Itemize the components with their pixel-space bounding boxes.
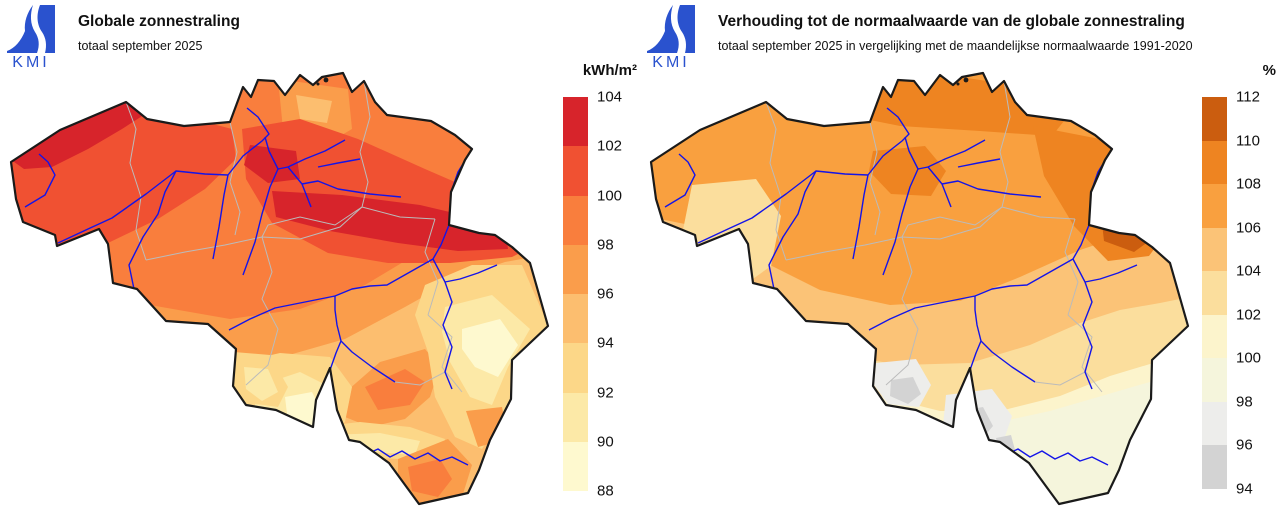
province-borders xyxy=(765,80,1103,393)
legend-tick: 102 xyxy=(1236,306,1262,324)
legend-tick-labels: 112 110 108 106 104 102 100 98 96 94 xyxy=(1236,89,1276,498)
legend-tick: 102 xyxy=(597,137,623,155)
legend-color-cell xyxy=(1202,97,1227,141)
belgium-map-ratio xyxy=(649,71,1190,506)
legend-tick: 106 xyxy=(1236,219,1262,237)
enclave-dot xyxy=(316,82,320,86)
kmi-logo-text: KMI xyxy=(652,54,690,71)
legend-tick: 96 xyxy=(1236,436,1253,454)
legend-tick: 96 xyxy=(597,285,614,303)
country-border xyxy=(9,71,550,506)
enclave-dot xyxy=(956,82,960,86)
legend-color-cell xyxy=(1202,401,1227,446)
legend-tick: 92 xyxy=(597,384,614,401)
kmi-logo-text: KMI xyxy=(12,54,50,71)
kmi-logo: KMI xyxy=(7,5,55,72)
legend-tick: 100 xyxy=(1236,349,1262,367)
legend-color-cell xyxy=(563,294,588,344)
legend-tick: 98 xyxy=(1236,393,1253,411)
kmi-logo-icon xyxy=(7,5,55,53)
contour-fill-layer xyxy=(651,73,1188,504)
legend-tick: 108 xyxy=(1236,175,1262,193)
legend-tick: 110 xyxy=(1236,132,1260,150)
province-borders xyxy=(125,80,463,393)
legend-unit-label: kWh/m² xyxy=(582,62,637,79)
enclave-dot xyxy=(963,77,969,83)
legend-color-cell xyxy=(1202,227,1227,272)
legend-tick: 104 xyxy=(597,88,623,106)
legend-tick: 94 xyxy=(1236,480,1253,498)
country-border xyxy=(649,71,1190,506)
legend-tick: 100 xyxy=(597,187,623,204)
legend-color-cell xyxy=(1202,140,1227,185)
legend-color-cell xyxy=(1202,271,1227,315)
legend-tick: 104 xyxy=(1236,262,1262,280)
legend-tick: 88 xyxy=(597,482,614,500)
legend-radiation: kWh/m² 104 102 100 98 96 94 92 90 88 xyxy=(563,62,637,500)
panel-global-radiation: KMI Globale zonnestraling totaal septemb… xyxy=(7,5,637,506)
legend-color-cell xyxy=(563,392,588,442)
legend-tick: 98 xyxy=(597,236,614,254)
page-subtitle: totaal september 2025 xyxy=(78,39,203,53)
legend-tick-labels: 104 102 100 98 96 94 92 90 88 xyxy=(597,89,637,500)
legend-color-cell xyxy=(563,195,588,245)
legend-ratio: % 112 110 108 106 104 102 100 98 96 94 xyxy=(1202,62,1276,498)
kmi-logo: KMI xyxy=(647,5,695,72)
legend-tick: 94 xyxy=(597,334,614,352)
enclave-dot xyxy=(323,77,329,83)
belgium-map-radiation xyxy=(9,71,550,506)
legend-color-cell xyxy=(1202,314,1227,359)
page-subtitle: totaal september 2025 in vergelijking me… xyxy=(718,39,1193,53)
legend-color-cell xyxy=(1202,445,1227,489)
legend-color-cell xyxy=(1202,358,1227,402)
rivers xyxy=(24,107,498,466)
legend-color-cell xyxy=(563,146,588,196)
panel-ratio-to-normal: KMI Verhouding tot de normaalwaarde van … xyxy=(640,0,1280,507)
legend-color-cell xyxy=(563,441,588,491)
legend-color-cell xyxy=(563,97,588,147)
page-title: Verhouding tot de normaalwaarde van de g… xyxy=(718,13,1185,30)
legend-tick: 112 xyxy=(1236,88,1260,106)
legend-unit-label: % xyxy=(1262,62,1276,79)
legend-color-cell xyxy=(1202,184,1227,228)
contour-fill-layer xyxy=(11,73,548,504)
kmi-logo-icon xyxy=(647,5,695,53)
legend-color-cell xyxy=(563,343,588,393)
legend-tick: 90 xyxy=(597,433,614,451)
legend-colorbar xyxy=(563,97,588,491)
legend-color-cell xyxy=(563,244,588,294)
page-title: Globale zonnestraling xyxy=(78,13,240,30)
legend-colorbar xyxy=(1202,97,1227,489)
